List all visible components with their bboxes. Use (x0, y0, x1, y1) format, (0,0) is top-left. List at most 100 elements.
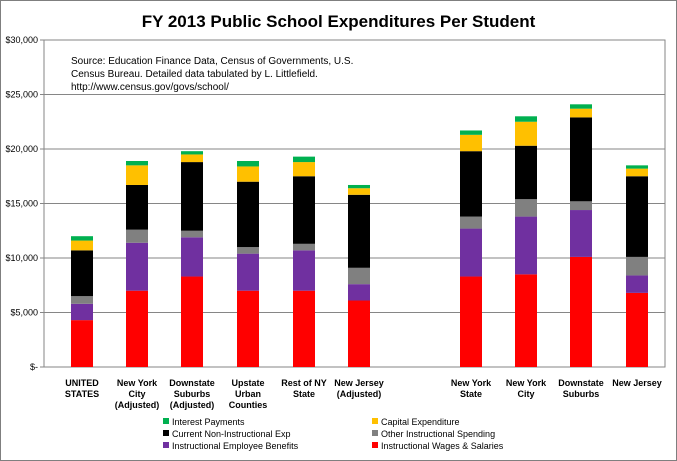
bar-segment (460, 151, 482, 217)
x-category-label: Suburbs (174, 389, 211, 399)
bar-segment (570, 104, 592, 109)
x-category-label: New York (451, 378, 492, 388)
y-tick-label: $- (30, 362, 38, 372)
legend-swatch (163, 418, 169, 424)
x-category-label: Counties (229, 400, 268, 410)
x-category-label: Rest of NY (281, 378, 327, 388)
y-tick-label: $5,000 (10, 308, 38, 318)
legend-label: Instructional Employee Benefits (172, 441, 299, 451)
y-tick-label: $30,000 (5, 35, 38, 45)
x-category-label: (Adjusted) (337, 389, 382, 399)
bar-segment (460, 228, 482, 277)
bar-segment (181, 276, 203, 367)
bar-segment (181, 154, 203, 163)
y-tick-label: $20,000 (5, 144, 38, 154)
bar-segment (570, 256, 592, 367)
bar-segment (348, 300, 370, 367)
bar-segment (71, 236, 93, 241)
x-category-label: Upstate (231, 378, 264, 388)
bar-segment (570, 108, 592, 118)
bar-segment (71, 296, 93, 304)
bar-segment (71, 303, 93, 321)
x-category-label: State (460, 389, 482, 399)
legend-swatch (372, 430, 378, 436)
bar-segment (293, 156, 315, 163)
bar-segment (460, 130, 482, 135)
bar-segment (348, 267, 370, 285)
bar-segment (515, 216, 537, 275)
x-category-label: Downstate (558, 378, 604, 388)
bar-segment (126, 242, 148, 291)
bar-segment (626, 256, 648, 276)
bar-segment (181, 237, 203, 277)
bar-segment (515, 199, 537, 217)
bar-segment (348, 188, 370, 195)
x-category-label: Downstate (169, 378, 215, 388)
source-note-line: Source: Education Finance Data, Census o… (71, 56, 353, 67)
legend-label: Current Non-Instructional Exp (172, 429, 291, 439)
x-category-label: State (293, 389, 315, 399)
bar-segment (71, 320, 93, 367)
bar-segment (348, 194, 370, 268)
legend-swatch (163, 442, 169, 448)
legend-swatch (163, 430, 169, 436)
legend-label: Other Instructional Spending (381, 429, 495, 439)
bar-segment (515, 121, 537, 146)
bar-segment (126, 229, 148, 243)
bar-segment (460, 134, 482, 152)
bar-segment (515, 145, 537, 200)
bar-segment (71, 250, 93, 297)
bar-segment (237, 166, 259, 182)
source-note-line: http://www.census.gov/govs/school/ (71, 82, 229, 93)
bar-segment (293, 176, 315, 244)
y-tick-label: $15,000 (5, 199, 38, 209)
bar-segment (293, 243, 315, 251)
x-category-label: New Jersey (612, 378, 662, 388)
bar-segment (570, 201, 592, 211)
legend-swatch (372, 442, 378, 448)
bar-segment (237, 253, 259, 291)
bar-segment (626, 168, 648, 177)
y-tick-label: $10,000 (5, 253, 38, 263)
legend-label: Capital Expenditure (381, 417, 460, 427)
legend-swatch (372, 418, 378, 424)
bar-segment (126, 160, 148, 166)
bar-segment (126, 184, 148, 230)
bar-segment (293, 290, 315, 367)
bar-segment (126, 165, 148, 185)
x-category-label: City (128, 389, 145, 399)
bar-segment (237, 247, 259, 254)
bar-segment (293, 250, 315, 291)
x-category-label: New York (506, 378, 547, 388)
x-category-label: Urban (235, 389, 261, 399)
x-category-label: City (517, 389, 534, 399)
bar-segment (460, 276, 482, 367)
bar-segment (626, 165, 648, 169)
bar-segment (237, 160, 259, 167)
bar-segment (348, 284, 370, 301)
legend-label: Interest Payments (172, 417, 245, 427)
bar-segment (181, 230, 203, 238)
bar-segment (293, 162, 315, 177)
bar-segment (626, 292, 648, 367)
legend-label: Instructional Wages & Salaries (381, 441, 504, 451)
source-note-line: Census Bureau. Detailed data tabulated b… (71, 69, 318, 80)
bar-segment (71, 240, 93, 251)
bar-segment (181, 162, 203, 231)
bar-segment (181, 151, 203, 155)
bar-segment (515, 116, 537, 122)
x-category-label: STATES (65, 389, 99, 399)
bar-segment (626, 275, 648, 293)
x-category-label: (Adjusted) (170, 400, 215, 410)
x-category-label: New Jersey (334, 378, 384, 388)
bar-segment (237, 181, 259, 248)
bar-segment (348, 184, 370, 189)
x-category-label: UNITED (65, 378, 99, 388)
bar-segment (570, 210, 592, 257)
x-category-label: Suburbs (563, 389, 600, 399)
x-category-label: (Adjusted) (115, 400, 160, 410)
y-tick-label: $25,000 (5, 90, 38, 100)
x-category-label: New York (117, 378, 158, 388)
bar-segment (237, 290, 259, 367)
